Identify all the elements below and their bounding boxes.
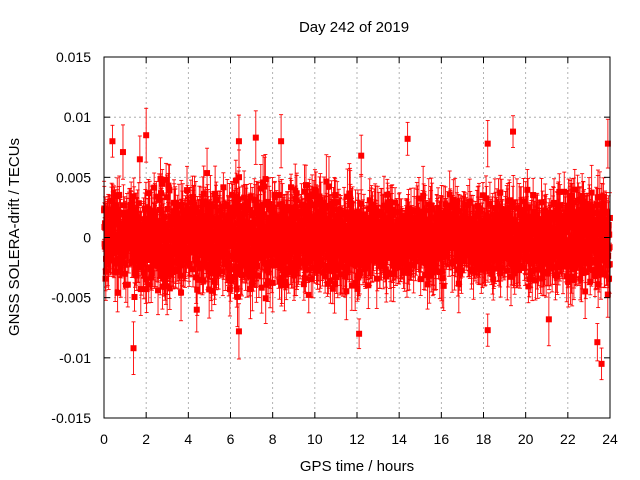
x-tick-label: 18 xyxy=(476,431,492,447)
data-point xyxy=(358,134,365,177)
data-point xyxy=(598,347,605,381)
data-point xyxy=(143,107,150,163)
data-point xyxy=(278,114,285,169)
y-tick-label: 0.01 xyxy=(64,109,91,125)
x-tick-label: 10 xyxy=(307,431,323,447)
data-point xyxy=(594,323,601,362)
data-point xyxy=(235,114,242,168)
x-tick-label: 8 xyxy=(269,431,277,447)
data-points xyxy=(101,107,613,381)
x-tick-label: 6 xyxy=(227,431,235,447)
data-point xyxy=(119,124,126,180)
data-point xyxy=(545,292,552,347)
y-tick-label: -0.015 xyxy=(51,410,91,426)
data-point xyxy=(252,110,259,165)
y-tick-label: 0 xyxy=(83,230,91,246)
y-tick-label: -0.01 xyxy=(59,350,91,366)
x-tick-label: 2 xyxy=(142,431,150,447)
x-tick-label: 12 xyxy=(349,431,365,447)
y-tick-label: -0.005 xyxy=(51,290,91,306)
data-point xyxy=(109,124,116,158)
y-tick-label: 0.005 xyxy=(56,169,91,185)
x-tick-label: 24 xyxy=(602,431,618,447)
data-point xyxy=(130,321,137,376)
data-point xyxy=(510,115,517,148)
chart-title: Day 242 of 2019 xyxy=(299,19,409,36)
x-tick-label: 16 xyxy=(434,431,450,447)
data-point xyxy=(484,313,491,347)
data-point xyxy=(136,135,143,184)
data-point xyxy=(484,120,491,168)
x-tick-label: 4 xyxy=(184,431,192,447)
y-tick-label: 0.015 xyxy=(56,49,91,65)
data-point xyxy=(404,121,411,156)
x-tick-label: 20 xyxy=(518,431,534,447)
x-tick-label: 22 xyxy=(560,431,576,447)
data-point xyxy=(235,303,242,360)
x-axis-title: GPS time / hours xyxy=(300,458,414,475)
y-axis-title: GNSS SOLERA-drift / TECUs xyxy=(6,138,23,336)
x-tick-label: 14 xyxy=(391,431,407,447)
x-tick-label: 0 xyxy=(100,431,108,447)
